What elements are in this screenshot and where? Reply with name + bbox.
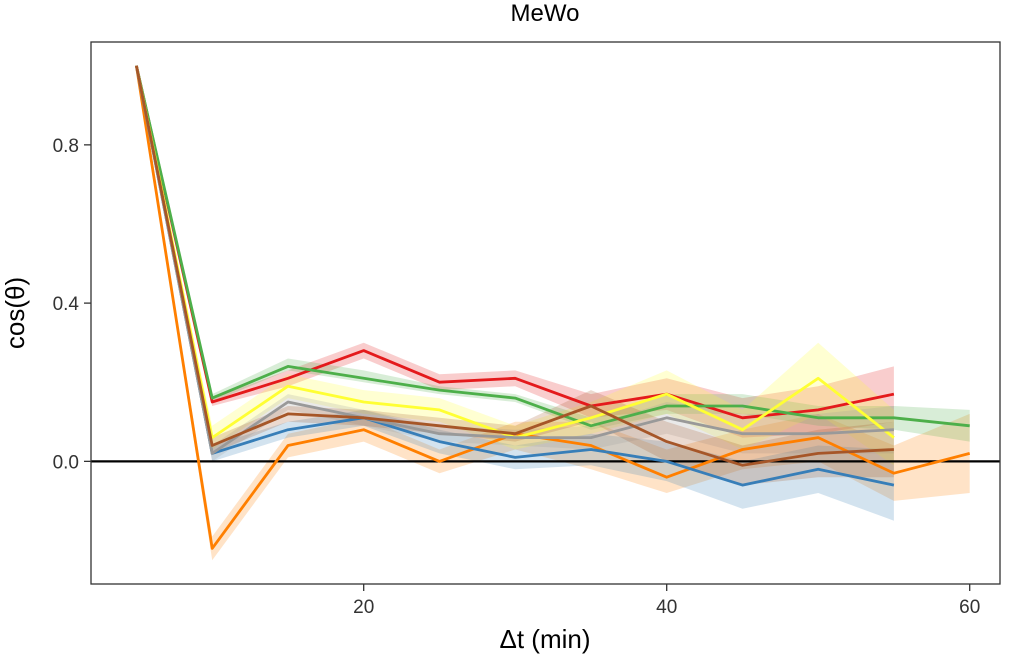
x-axis-ticks: 20 40 60: [353, 584, 980, 618]
y-tick-label: 0.4: [53, 294, 80, 315]
y-axis-title: cos(θ): [0, 277, 30, 349]
series-7-line: [135, 65, 894, 467]
x-axis-title: Δt (min): [499, 624, 590, 654]
x-tick-label: 40: [656, 597, 677, 618]
plot-border: [90, 41, 1001, 585]
series-6-line: [135, 65, 894, 455]
series-2-band: [136, 65, 894, 521]
y-axis-ticks: 0.0 0.4 0.8: [53, 136, 91, 473]
series-1-band: [136, 65, 970, 561]
x-tick-label: 20: [353, 597, 374, 618]
series-2-line: [135, 65, 895, 487]
y-tick-label: 0.8: [53, 136, 79, 157]
series-3-line: [135, 65, 895, 420]
series-4-line: [135, 65, 970, 428]
series-6-band: [136, 65, 894, 462]
series-1-line: [135, 65, 971, 550]
x-tick-label: 60: [959, 597, 980, 618]
chart-title: MeWo: [511, 0, 580, 27]
y-tick-label: 0.0: [53, 452, 79, 473]
series-lines: [135, 65, 971, 550]
plot-background: [91, 42, 1000, 584]
